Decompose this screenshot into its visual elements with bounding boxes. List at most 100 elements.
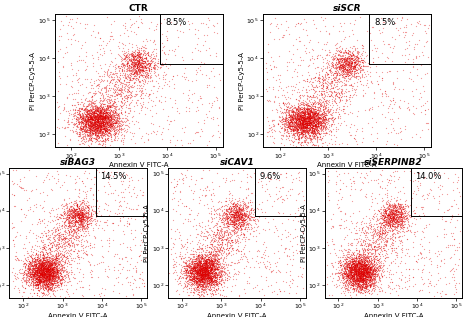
Point [203,271,210,276]
Point [337,62,345,68]
Point [386,198,393,204]
Point [105,115,113,120]
Point [72,235,80,240]
Point [363,173,370,178]
Point [206,279,214,284]
Point [383,202,391,207]
Point [353,250,361,255]
Point [310,111,318,116]
Point [210,74,218,79]
Point [194,270,201,275]
Point [338,73,346,78]
Point [335,278,342,283]
Point [39,267,46,272]
Point [202,276,210,281]
Point [294,111,302,116]
Point [100,120,108,125]
Point [347,280,355,285]
Point [153,46,160,51]
Point [38,263,46,268]
Point [201,259,209,264]
Point [56,230,64,235]
Point [42,268,49,273]
Point [111,127,119,132]
Point [43,266,51,271]
Point [214,252,222,257]
Point [388,279,395,284]
Point [43,269,50,274]
Point [360,277,367,282]
Point [87,32,95,37]
Point [285,133,292,139]
Point [39,256,46,261]
Point [207,277,215,282]
Point [413,66,420,71]
Point [371,228,379,233]
Point [356,268,364,273]
Point [357,257,365,262]
Point [382,88,389,94]
Point [22,213,30,218]
Point [348,287,356,292]
Point [354,55,361,60]
Point [42,281,50,286]
Point [356,290,364,295]
Point [309,123,317,128]
Point [297,129,304,134]
Point [219,249,226,254]
Point [36,221,44,226]
Point [30,255,38,260]
Point [364,260,372,265]
Point [310,133,318,138]
Point [84,129,92,134]
Point [337,88,345,93]
Point [217,226,225,231]
Point [346,94,354,100]
Point [99,119,106,124]
Point [354,50,361,55]
Point [230,214,237,219]
Point [136,72,144,77]
Point [69,243,76,248]
Point [42,260,49,265]
Point [356,276,364,281]
Point [201,265,209,270]
Point [64,241,72,246]
Point [236,212,243,217]
Point [96,139,103,144]
Point [305,108,312,113]
Point [39,255,46,260]
Point [198,256,205,261]
Point [69,227,77,232]
Point [129,64,137,69]
Point [23,277,30,282]
Point [398,205,406,210]
Point [388,223,396,228]
Point [45,258,52,263]
Point [212,253,220,258]
Point [325,68,333,73]
Point [294,273,302,278]
Point [355,254,363,259]
Point [33,291,41,296]
Point [31,255,38,260]
Point [246,218,253,223]
Point [198,268,205,273]
Point [236,217,243,223]
Point [316,132,324,137]
Point [362,257,369,262]
Point [190,286,198,291]
Point [87,120,95,125]
Point [357,279,365,284]
Point [403,45,410,50]
Point [86,123,93,128]
Point [311,123,319,128]
Point [421,28,429,33]
Point [342,96,350,101]
Point [69,214,76,219]
Point [97,112,104,117]
Point [43,264,51,269]
Point [236,202,244,207]
Point [208,282,216,287]
Point [220,281,228,286]
